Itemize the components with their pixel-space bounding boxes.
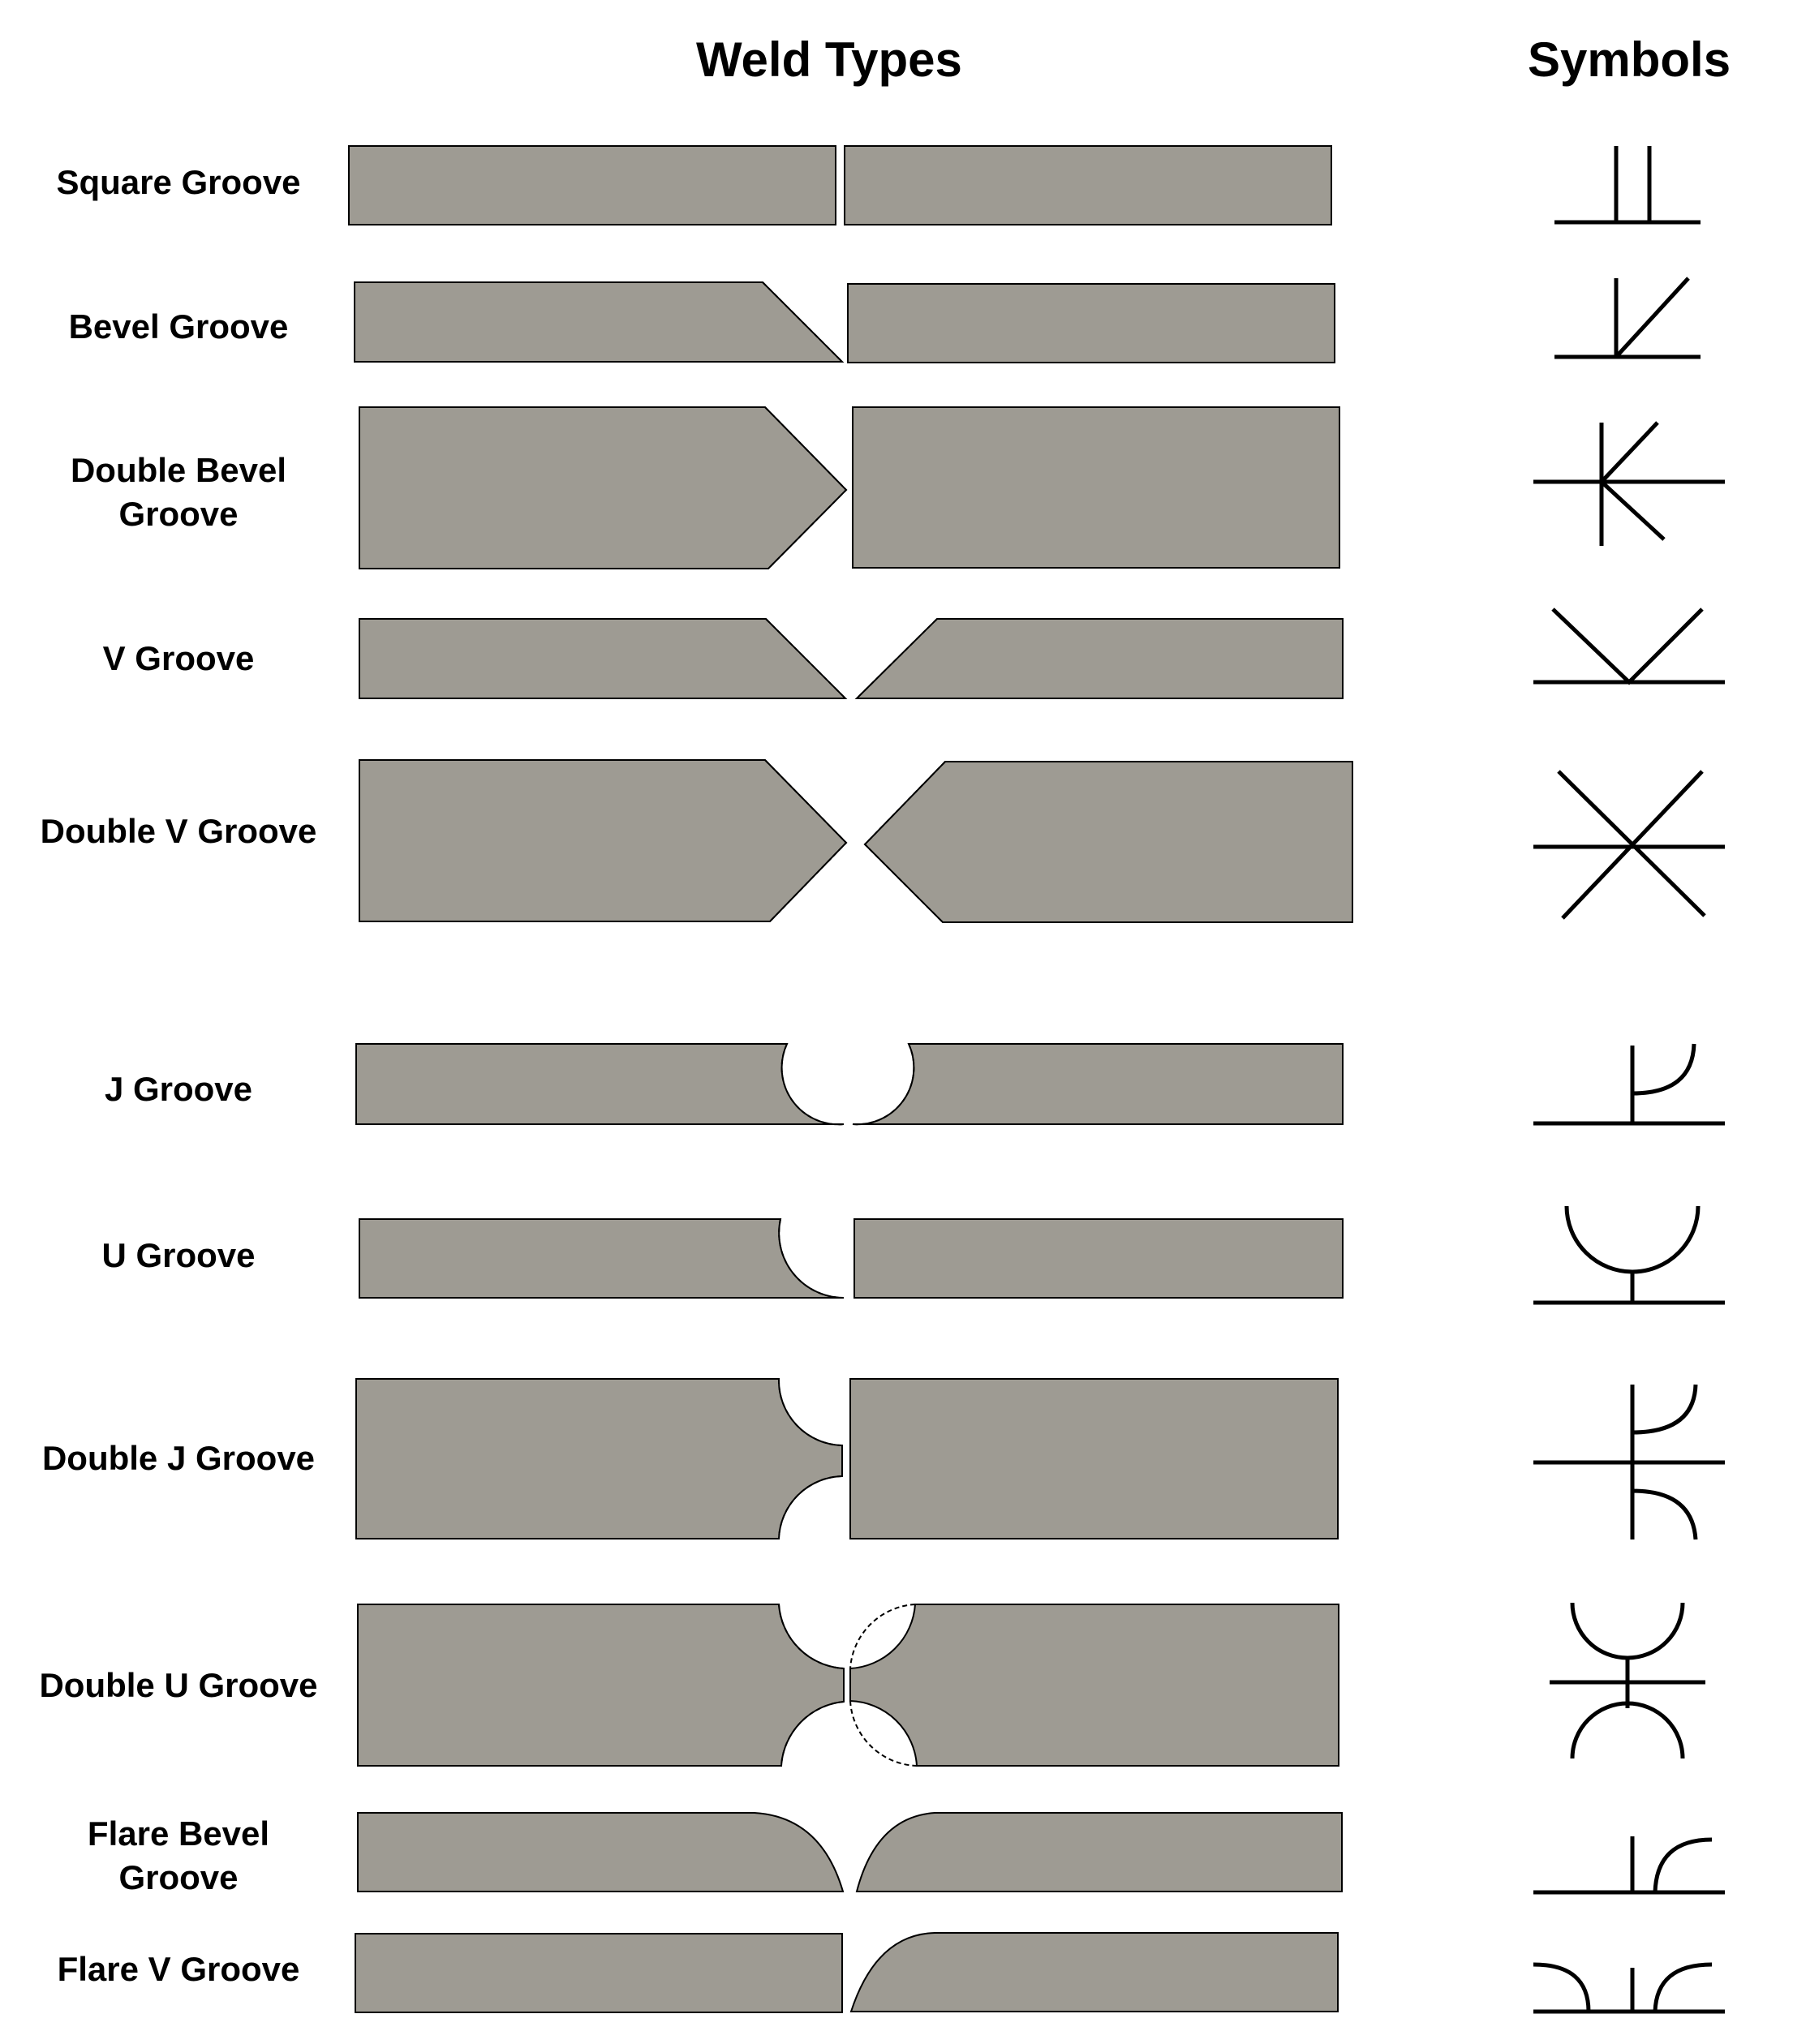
plate-left bbox=[357, 1812, 845, 1892]
symbol-double-bevel-groove bbox=[1533, 421, 1725, 546]
weld-flare-bevel-groove bbox=[357, 1812, 1343, 1892]
plate-right bbox=[854, 1218, 1344, 1299]
symbol-flare-bevel-groove bbox=[1533, 1836, 1725, 1895]
weld-types-header: Weld Types bbox=[696, 32, 962, 87]
plate-right bbox=[854, 618, 1344, 699]
plate-right bbox=[855, 1812, 1343, 1892]
label-flare-bevel-groove: Flare Bevel Groove bbox=[87, 1814, 270, 1896]
plate-left bbox=[359, 759, 848, 922]
symbol-flare-v-groove bbox=[1533, 1962, 1725, 2014]
plate-left bbox=[355, 1043, 845, 1126]
label-j-groove: J Groove bbox=[104, 1070, 253, 1108]
weld-double-j-groove bbox=[355, 1378, 1339, 1539]
plate-right bbox=[847, 283, 1335, 363]
symbol-v-groove bbox=[1533, 608, 1725, 685]
weld-double-u-groove bbox=[357, 1604, 1339, 1767]
plate-right bbox=[852, 1043, 1344, 1126]
plate-left bbox=[348, 145, 836, 225]
label-double-v-groove: Double V Groove bbox=[40, 812, 317, 850]
weld-j-groove bbox=[355, 1043, 1344, 1126]
weld-double-v-groove bbox=[359, 759, 1353, 923]
symbol-square-groove bbox=[1554, 146, 1701, 225]
weld-bevel-groove bbox=[354, 281, 1335, 363]
symbol-j-groove bbox=[1533, 1043, 1725, 1126]
weld-square-groove bbox=[348, 145, 1332, 225]
label-flare-v-groove: Flare V Groove bbox=[57, 1950, 300, 1988]
plate-left bbox=[359, 1218, 845, 1299]
label-double-u-groove: Double U Groove bbox=[39, 1666, 318, 1704]
weld-u-groove bbox=[359, 1218, 1344, 1299]
plate-left bbox=[359, 406, 848, 569]
weld-double-bevel-groove bbox=[359, 406, 1340, 569]
plate-left bbox=[359, 618, 848, 699]
symbol-bevel-groove bbox=[1554, 277, 1701, 359]
plate-right bbox=[852, 406, 1340, 569]
symbol-double-j-groove bbox=[1533, 1384, 1725, 1540]
plate-right bbox=[849, 1378, 1339, 1539]
symbol-u-groove bbox=[1533, 1205, 1725, 1305]
plate-right bbox=[849, 1604, 1339, 1767]
weld-flare-v-groove bbox=[355, 1932, 1339, 2013]
label-double-bevel-groove: Double Bevel Groove bbox=[70, 451, 287, 533]
symbol-double-v-groove bbox=[1533, 770, 1725, 920]
symbols-header: Symbols bbox=[1528, 32, 1731, 87]
label-bevel-groove: Bevel Groove bbox=[68, 307, 289, 346]
label-v-groove: V Groove bbox=[102, 639, 255, 677]
plate-left bbox=[355, 1933, 843, 2013]
label-double-j-groove: Double J Groove bbox=[41, 1439, 316, 1477]
plate-right bbox=[849, 1932, 1339, 2012]
plate-left bbox=[357, 1604, 845, 1767]
plate-right bbox=[863, 761, 1353, 923]
plate-left bbox=[355, 1378, 843, 1539]
symbol-double-u-groove bbox=[1550, 1602, 1705, 1759]
label-u-groove: U Groove bbox=[101, 1236, 256, 1274]
plate-right bbox=[844, 145, 1332, 225]
weld-v-groove bbox=[359, 618, 1344, 699]
plate-left bbox=[354, 281, 845, 363]
label-square-groove: Square Groove bbox=[56, 163, 301, 201]
